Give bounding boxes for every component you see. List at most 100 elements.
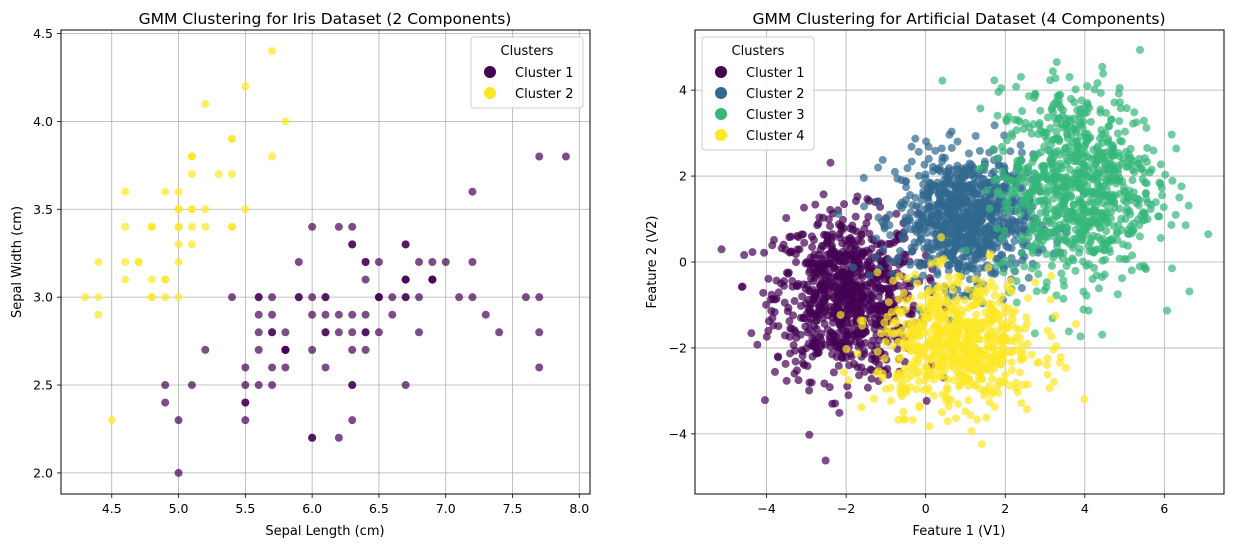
artificial-data-point	[1007, 358, 1016, 367]
artificial-data-point	[829, 368, 838, 377]
artificial-series-cluster-3	[938, 45, 1213, 341]
artificial-data-point	[857, 270, 866, 279]
artificial-data-point	[848, 330, 857, 339]
artificial-data-point	[927, 355, 936, 364]
iris-data-point	[535, 363, 544, 372]
artificial-data-point	[972, 310, 981, 319]
artificial-data-point	[883, 328, 892, 337]
artificial-data-point	[978, 375, 987, 384]
iris-data-point	[415, 328, 424, 337]
artificial-data-point	[977, 349, 986, 358]
artificial-data-point	[785, 248, 794, 257]
artificial-data-point	[950, 376, 959, 385]
artificial-data-point	[1012, 379, 1021, 388]
artificial-data-point	[929, 391, 938, 400]
artificial-y-tick-label: 0	[679, 255, 687, 270]
artificial-data-point	[1118, 274, 1127, 283]
iris-data-point	[121, 187, 130, 196]
artificial-data-point	[853, 302, 862, 311]
iris-data-point	[268, 363, 277, 372]
artificial-data-point	[938, 390, 947, 399]
artificial-x-tick-label: 4	[1081, 501, 1089, 516]
artificial-data-point	[1086, 238, 1095, 247]
artificial-data-point	[1061, 205, 1070, 214]
iris-data-point	[308, 433, 317, 442]
artificial-data-point	[1047, 261, 1056, 270]
artificial-data-point	[1140, 209, 1149, 218]
artificial-data-point	[1084, 165, 1093, 174]
artificial-data-point	[975, 165, 984, 174]
artificial-data-point	[913, 258, 922, 267]
artificial-data-point	[1019, 354, 1028, 363]
artificial-data-point	[971, 198, 980, 207]
artificial-data-point	[879, 220, 888, 229]
artificial-data-point	[899, 407, 908, 416]
artificial-data-point	[1128, 176, 1137, 185]
artificial-data-point	[888, 342, 897, 351]
artificial-data-point	[1175, 193, 1184, 202]
artificial-data-point	[1052, 127, 1061, 136]
artificial-data-point	[825, 249, 834, 258]
iris-legend-marker-cluster-1	[484, 66, 496, 78]
artificial-data-point	[937, 144, 946, 153]
artificial-legend: Clusters Cluster 1 Cluster 2 Cluster 3 C…	[701, 36, 815, 151]
artificial-data-point	[829, 286, 838, 295]
artificial-data-point	[871, 357, 880, 366]
artificial-data-point	[1059, 294, 1068, 303]
artificial-data-point	[901, 177, 910, 186]
artificial-data-point	[927, 297, 936, 306]
artificial-data-point	[979, 253, 988, 262]
artificial-data-point	[1102, 227, 1111, 236]
artificial-data-point	[773, 352, 782, 361]
artificial-data-point	[972, 290, 981, 299]
artificial-data-point	[979, 318, 988, 327]
artificial-y-tick-label: 4	[679, 83, 687, 98]
iris-data-point	[361, 328, 370, 337]
artificial-data-point	[1139, 216, 1148, 225]
artificial-data-point	[820, 271, 829, 280]
artificial-data-point	[1074, 144, 1083, 153]
artificial-data-point	[1072, 320, 1081, 329]
artificial-data-point	[976, 367, 985, 376]
artificial-data-point	[927, 186, 936, 195]
artificial-data-point	[982, 186, 991, 195]
artificial-data-point	[826, 303, 835, 312]
artificial-data-point	[1086, 117, 1095, 126]
artificial-data-point	[1043, 135, 1052, 144]
artificial-data-point	[1070, 179, 1079, 188]
artificial-data-point	[1167, 130, 1176, 139]
artificial-data-point	[1167, 220, 1176, 229]
artificial-data-point	[982, 233, 991, 242]
iris-data-point	[321, 293, 330, 302]
artificial-data-point	[853, 349, 862, 358]
artificial-data-point	[1142, 195, 1151, 204]
artificial-data-point	[1095, 223, 1104, 232]
artificial-data-point	[1083, 182, 1092, 191]
artificial-data-point	[878, 373, 887, 382]
iris-legend-label-cluster-2: Cluster 2	[515, 87, 574, 102]
artificial-data-point	[868, 299, 877, 308]
artificial-data-point	[855, 338, 864, 347]
artificial-data-point	[1022, 405, 1031, 414]
artificial-data-point	[840, 273, 849, 282]
artificial-data-point	[950, 351, 959, 360]
artificial-data-point	[772, 294, 781, 303]
artificial-data-point	[929, 349, 938, 358]
artificial-data-point	[878, 155, 887, 164]
artificial-data-point	[1092, 271, 1101, 280]
iris-data-point	[535, 293, 544, 302]
artificial-data-point	[932, 215, 941, 224]
artificial-data-point	[1029, 120, 1038, 129]
artificial-data-point	[1065, 73, 1074, 82]
artificial-data-point	[940, 298, 949, 307]
artificial-data-point	[996, 216, 1005, 225]
artificial-data-point	[915, 330, 924, 339]
artificial-data-point	[770, 367, 779, 376]
artificial-data-point	[988, 342, 997, 351]
artificial-data-point	[1087, 187, 1096, 196]
artificial-data-point	[922, 291, 931, 300]
artificial-data-point	[843, 382, 852, 391]
iris-data-point	[401, 275, 410, 284]
artificial-data-point	[1001, 205, 1010, 214]
artificial-data-point	[968, 347, 977, 356]
